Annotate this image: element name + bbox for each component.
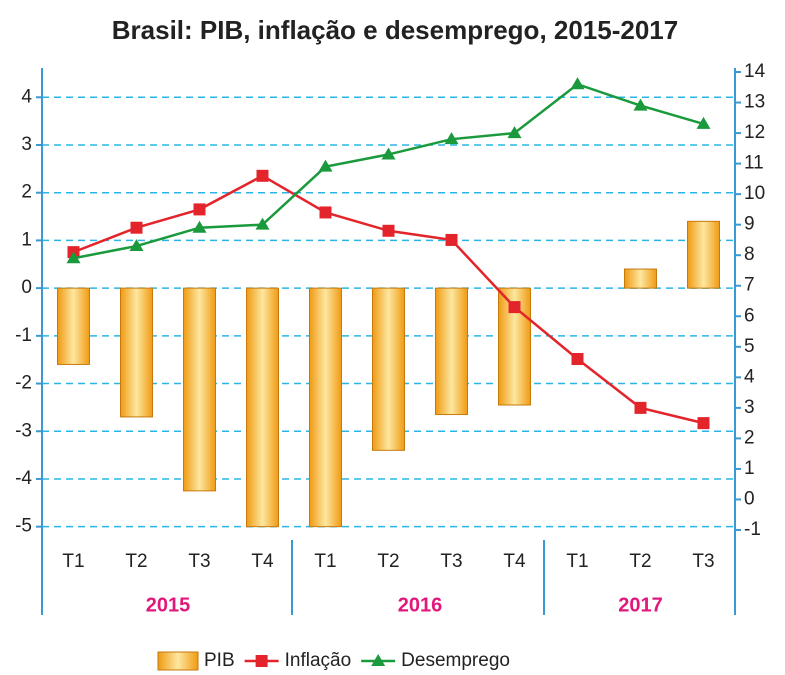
x-tick-label: T4 — [251, 551, 274, 572]
y2-tick-label: -1 — [744, 519, 761, 540]
x-tick-label: T2 — [629, 551, 651, 572]
marker — [193, 203, 206, 216]
marker — [696, 116, 711, 129]
legend-label: Desemprego — [401, 650, 510, 671]
marker — [445, 233, 458, 246]
y-tick-label: -5 — [15, 516, 32, 537]
x-tick-label: T3 — [440, 551, 462, 572]
marker — [444, 132, 459, 145]
marker — [633, 98, 648, 111]
y2-tick-label: 9 — [744, 214, 755, 235]
marker — [256, 169, 269, 182]
y2-tick-label: 1 — [744, 458, 755, 479]
y2-tick-label: 14 — [744, 61, 766, 82]
legend-marker — [371, 654, 386, 666]
marker — [381, 147, 396, 160]
bar — [687, 220, 720, 289]
group-label: 2016 — [398, 594, 443, 616]
marker — [318, 159, 333, 172]
x-tick-label: T1 — [62, 551, 84, 572]
y-tick-label: -3 — [15, 420, 32, 441]
marker — [66, 251, 81, 264]
y-tick-label: -1 — [15, 325, 32, 346]
y2-tick-label: 6 — [744, 305, 755, 326]
y2-tick-label: 2 — [744, 427, 755, 448]
chart-title: Brasil: PIB, inflação e desemprego, 2015… — [112, 15, 678, 45]
y2-tick-label: 12 — [744, 122, 765, 143]
marker — [319, 206, 332, 219]
bar — [372, 287, 405, 451]
x-tick-label: T2 — [125, 551, 147, 572]
marker — [192, 220, 207, 233]
bar — [624, 268, 657, 289]
x-tick-label: T4 — [503, 551, 526, 572]
x-tick-label: T1 — [314, 551, 336, 572]
y2-tick-label: 13 — [744, 92, 765, 113]
marker — [570, 77, 585, 90]
group-label: 2017 — [618, 594, 663, 616]
x-tick-label: T3 — [188, 551, 210, 572]
bar — [309, 287, 342, 528]
legend-swatch — [157, 651, 199, 671]
group-label: 2015 — [146, 594, 191, 616]
x-tick-label: T1 — [566, 551, 588, 572]
bar — [120, 287, 153, 418]
y2-tick-label: 7 — [744, 275, 755, 296]
y2-tick-label: 11 — [744, 153, 764, 174]
y2-tick-label: 4 — [744, 366, 755, 387]
bar — [435, 287, 468, 416]
y-tick-label: 3 — [21, 134, 32, 155]
marker — [130, 221, 143, 234]
marker — [697, 417, 710, 430]
y-tick-label: -2 — [15, 373, 32, 394]
x-tick-label: T3 — [692, 551, 714, 572]
bar — [246, 287, 279, 528]
y-tick-label: -4 — [15, 468, 32, 489]
legend-label: Inflação — [285, 650, 352, 671]
marker — [507, 126, 522, 139]
legend-marker — [255, 655, 268, 667]
y2-tick-label: 10 — [744, 183, 765, 204]
bar — [183, 287, 216, 492]
y-tick-label: 2 — [21, 182, 32, 203]
y-tick-label: 4 — [21, 86, 32, 107]
marker — [255, 217, 270, 230]
y-tick-label: 0 — [21, 277, 32, 298]
marker — [634, 401, 647, 414]
y2-tick-label: 5 — [744, 336, 755, 357]
marker — [382, 224, 395, 237]
legend-label: PIB — [204, 650, 235, 671]
marker — [571, 353, 584, 366]
y-tick-label: 1 — [21, 229, 32, 250]
x-tick-label: T2 — [377, 551, 399, 572]
bar — [57, 287, 90, 365]
marker — [508, 301, 521, 314]
y2-tick-label: 0 — [744, 488, 755, 509]
y2-tick-label: 8 — [744, 244, 755, 265]
y2-tick-label: 3 — [744, 397, 755, 418]
marker — [129, 239, 144, 252]
